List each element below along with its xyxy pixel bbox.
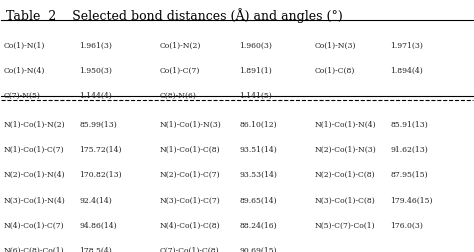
Text: C(7)-N(5): C(7)-N(5) — [4, 91, 41, 100]
Text: 86.10(12): 86.10(12) — [239, 120, 277, 128]
Text: 85.91(13): 85.91(13) — [390, 120, 428, 128]
Text: 1.894(4): 1.894(4) — [390, 66, 423, 74]
Text: 94.86(14): 94.86(14) — [79, 221, 117, 229]
Text: N(1)-Co(1)-N(4): N(1)-Co(1)-N(4) — [315, 120, 376, 128]
Text: N(3)-Co(1)-C(7): N(3)-Co(1)-C(7) — [159, 196, 220, 204]
Text: Co(1)-N(3): Co(1)-N(3) — [315, 41, 356, 49]
Text: 93.51(14): 93.51(14) — [239, 145, 277, 153]
Text: N(1)-Co(1)-C(7): N(1)-Co(1)-C(7) — [4, 145, 64, 153]
Text: 1.961(3): 1.961(3) — [79, 41, 112, 49]
Text: N(2)-Co(1)-C(7): N(2)-Co(1)-C(7) — [159, 170, 220, 178]
Text: 87.95(15): 87.95(15) — [390, 170, 428, 178]
Text: 93.53(14): 93.53(14) — [239, 170, 277, 178]
Text: 92.4(14): 92.4(14) — [79, 196, 112, 204]
Text: N(5)-C(7)-Co(1): N(5)-C(7)-Co(1) — [315, 221, 375, 229]
Text: 88.24(16): 88.24(16) — [239, 221, 277, 229]
Text: N(4)-Co(1)-C(8): N(4)-Co(1)-C(8) — [159, 221, 220, 229]
Text: N(1)-Co(1)-N(2): N(1)-Co(1)-N(2) — [4, 120, 65, 128]
Text: 1.891(1): 1.891(1) — [239, 66, 272, 74]
Text: Table  2    Selected bond distances (Å) and angles (°): Table 2 Selected bond distances (Å) and … — [6, 8, 343, 23]
Text: N(2)-Co(1)-N(4): N(2)-Co(1)-N(4) — [4, 170, 65, 178]
Text: 85.99(13): 85.99(13) — [79, 120, 117, 128]
Text: C(7)-Co(1)-C(8): C(7)-Co(1)-C(8) — [159, 246, 219, 252]
Text: 1.971(3): 1.971(3) — [390, 41, 423, 49]
Text: Co(1)-C(7): Co(1)-C(7) — [159, 66, 200, 74]
Text: 1.141(5): 1.141(5) — [239, 91, 272, 100]
Text: Co(1)-C(8): Co(1)-C(8) — [315, 66, 355, 74]
Text: 170.82(13): 170.82(13) — [79, 170, 122, 178]
Text: N(2)-Co(1)-C(8): N(2)-Co(1)-C(8) — [315, 170, 375, 178]
Text: Co(1)-N(1): Co(1)-N(1) — [4, 41, 45, 49]
Text: N(3)-Co(1)-N(4): N(3)-Co(1)-N(4) — [4, 196, 65, 204]
Text: N(1)-Co(1)-C(8): N(1)-Co(1)-C(8) — [159, 145, 220, 153]
Text: 178.5(4): 178.5(4) — [79, 246, 112, 252]
Text: Co(1)-N(2): Co(1)-N(2) — [159, 41, 201, 49]
Text: Co(1)-N(4): Co(1)-N(4) — [4, 66, 45, 74]
Text: N(3)-Co(1)-C(8): N(3)-Co(1)-C(8) — [315, 196, 375, 204]
Text: N(6)-C(8)-Co(1): N(6)-C(8)-Co(1) — [4, 246, 64, 252]
Text: 1.950(3): 1.950(3) — [79, 66, 112, 74]
Text: 1.960(3): 1.960(3) — [239, 41, 272, 49]
Text: N(1)-Co(1)-N(3): N(1)-Co(1)-N(3) — [159, 120, 221, 128]
Text: 179.46(15): 179.46(15) — [390, 196, 433, 204]
Text: N(2)-Co(1)-N(3): N(2)-Co(1)-N(3) — [315, 145, 376, 153]
Text: 91.62(13): 91.62(13) — [390, 145, 428, 153]
Text: 90.69(15): 90.69(15) — [239, 246, 277, 252]
Text: 1.144(4): 1.144(4) — [79, 91, 112, 100]
Text: 89.65(14): 89.65(14) — [239, 196, 277, 204]
Text: C(8)-N(6): C(8)-N(6) — [159, 91, 196, 100]
Text: 175.72(14): 175.72(14) — [79, 145, 122, 153]
Text: N(4)-Co(1)-C(7): N(4)-Co(1)-C(7) — [4, 221, 64, 229]
Text: 176.0(3): 176.0(3) — [390, 221, 423, 229]
